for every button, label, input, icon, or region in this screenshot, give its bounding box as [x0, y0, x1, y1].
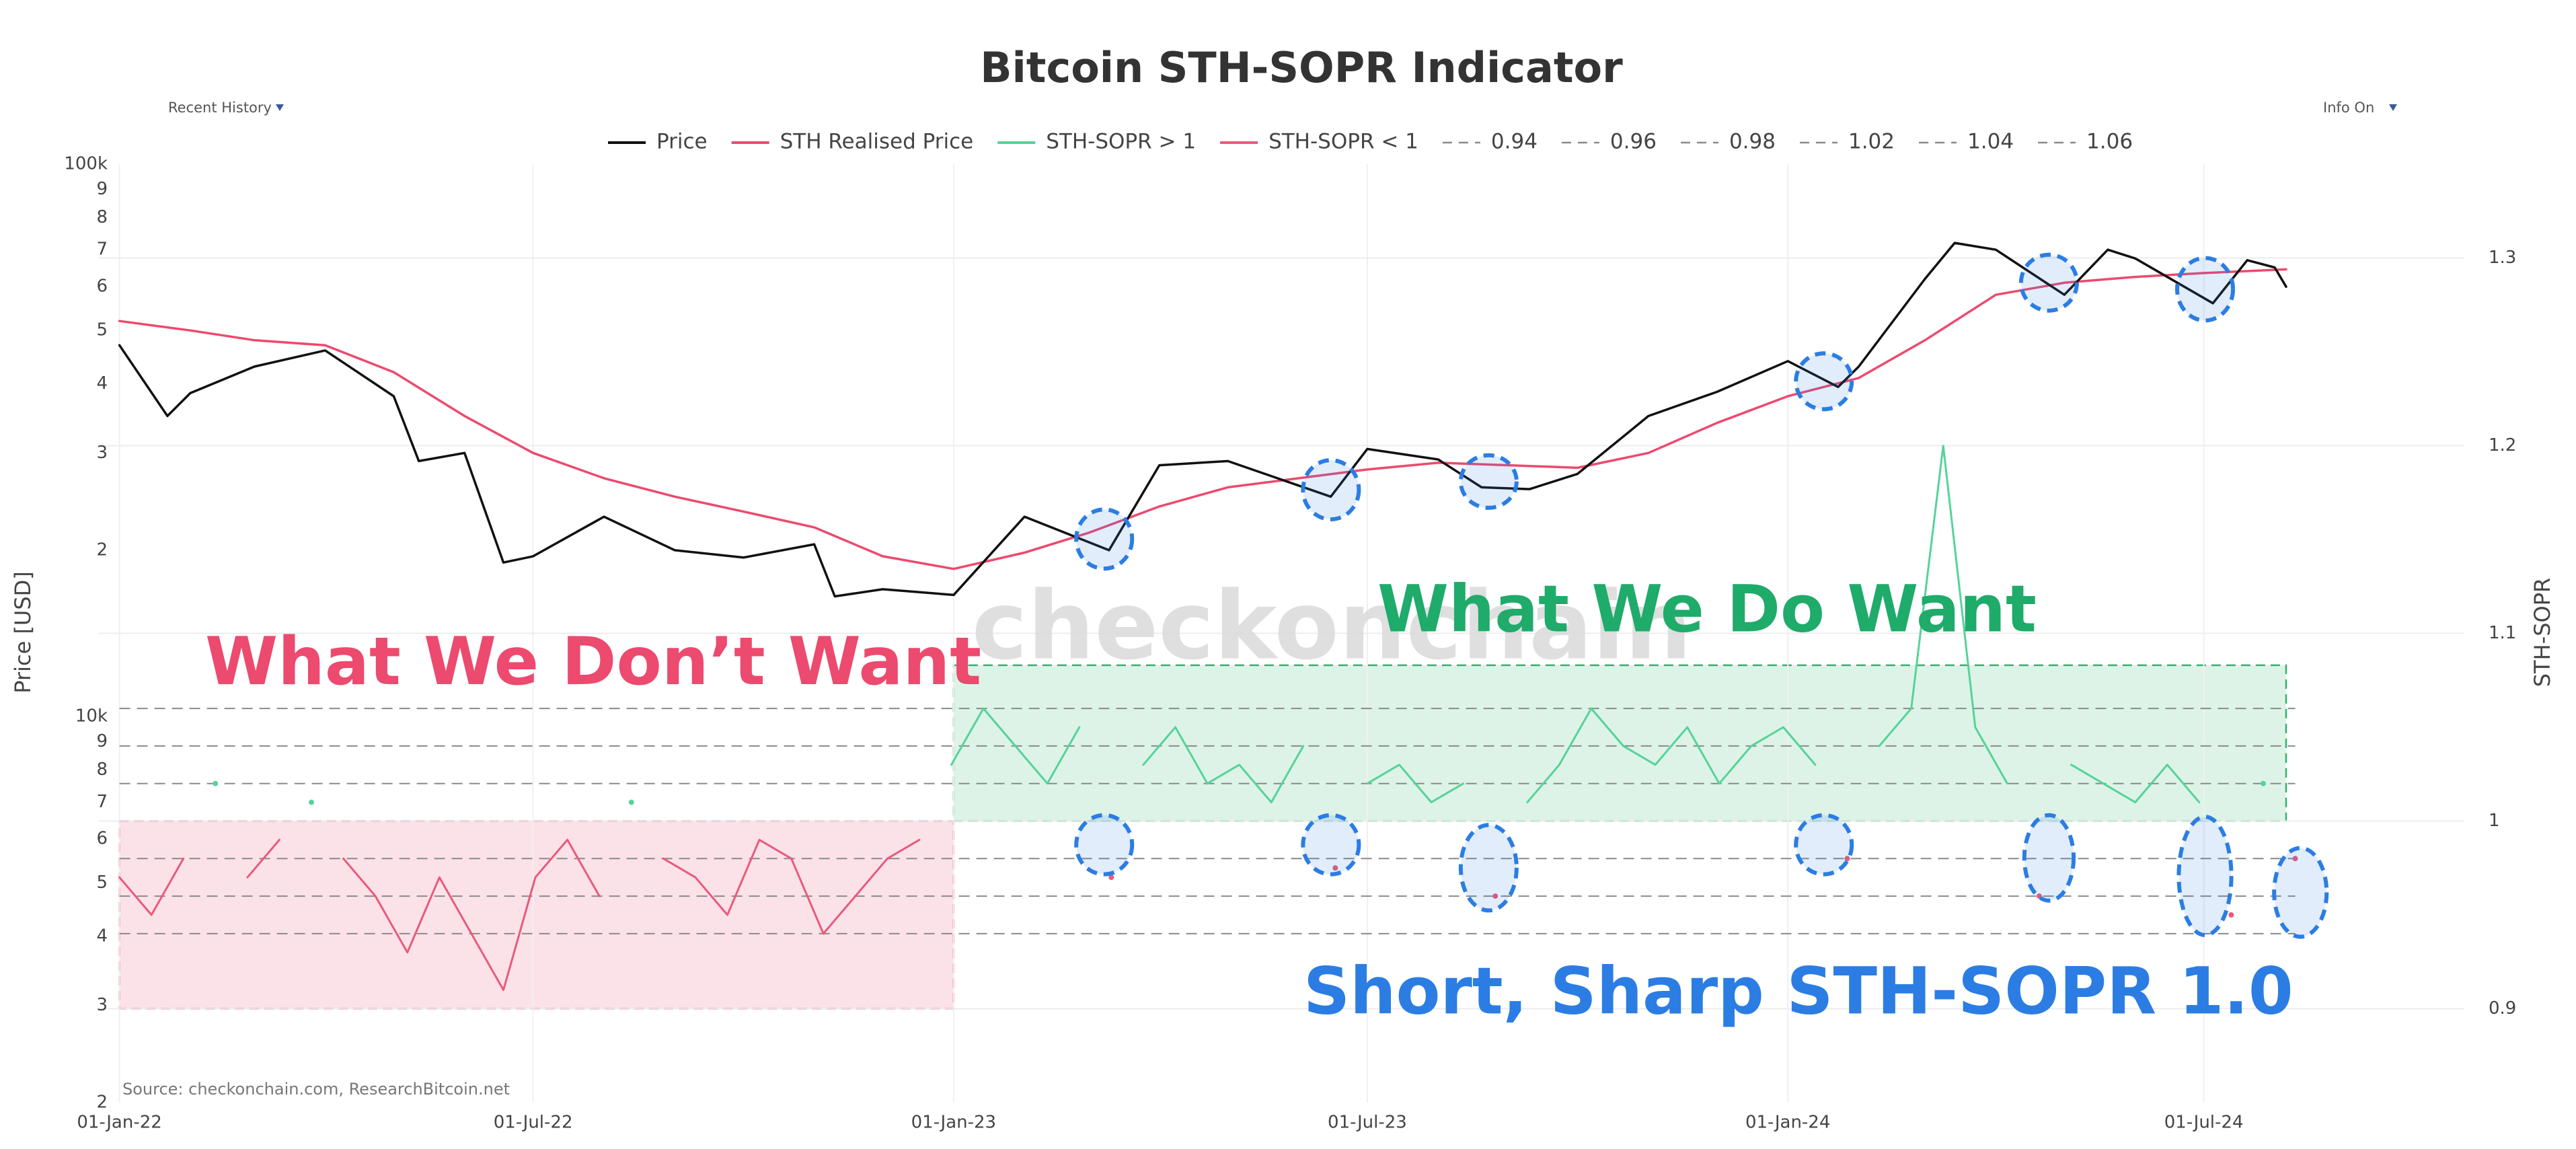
point — [1108, 875, 1114, 881]
highlight-ellipse — [1074, 507, 1135, 571]
x-tick-label: 01-Jul-23 — [1328, 1113, 1407, 1133]
legend-label: STH Realised Price — [780, 130, 974, 154]
y2-tick-label: 1.3 — [2489, 248, 2516, 268]
y-tick-label: 8 — [96, 759, 108, 780]
x-tick-label: 01-Jul-22 — [494, 1113, 573, 1133]
point — [2260, 780, 2266, 786]
highlight-ellipse — [1301, 813, 1361, 877]
x-tick-label: 01-Jul-24 — [2164, 1113, 2244, 1133]
source-note: Source: checkonchain.com, ResearchBitcoi… — [122, 1080, 510, 1099]
chart-title: Bitcoin STH-SOPR Indicator — [980, 43, 1623, 92]
annotation: What We Don’t Want — [205, 624, 981, 700]
y-tick-label: 8 — [96, 207, 108, 227]
point — [1332, 865, 1338, 871]
highlight-ellipse — [1301, 458, 1361, 521]
y-axis-label: Price [USD] — [10, 571, 36, 694]
control-label[interactable]: Info On — [2323, 100, 2374, 116]
point — [2228, 912, 2234, 918]
point — [1844, 856, 1850, 862]
y-tick-label: 9 — [96, 731, 108, 751]
legend-label: STH-SOPR < 1 — [1268, 130, 1418, 154]
legend-label: 1.02 — [1848, 130, 1895, 154]
y-tick-label: 100k — [64, 154, 108, 174]
y-tick-label: 4 — [96, 373, 108, 394]
highlight-ellipse — [1794, 351, 1854, 412]
point — [1492, 893, 1499, 899]
legend: Price STH Realised Price STH-SOPR > 1 STH-S… — [608, 130, 2133, 154]
highlight-ellipse — [1794, 813, 1854, 877]
plot-area: 01-Jan-22 01-Jul-22 01-Jan-23 01-Jul-23 01-J… — [64, 154, 2516, 1133]
y-tick-label: 7 — [96, 239, 108, 260]
highlight-ellipse — [2176, 815, 2234, 938]
point — [213, 780, 219, 786]
watermark: checkonchain — [972, 572, 1692, 681]
control-info[interactable]: Info On — [2323, 100, 2397, 116]
legend-label: 0.96 — [1610, 130, 1657, 154]
x-tick-label: 01-Jan-24 — [1745, 1113, 1830, 1133]
y-tick-label: 4 — [96, 926, 108, 946]
legend-label: 0.94 — [1491, 130, 1538, 154]
x-tick-label: 01-Jan-22 — [77, 1113, 161, 1133]
y2-tick-label: 1.1 — [2489, 623, 2516, 643]
y-tick-label: 2 — [96, 1092, 108, 1113]
y-tick-label: 2 — [96, 540, 108, 560]
y2-tick-label: 1.2 — [2489, 435, 2516, 455]
annotation: Short, Sharp STH-SOPR 1.0 — [1303, 953, 2294, 1029]
x-tick-label: 01-Jan-23 — [911, 1113, 996, 1133]
highlight-ellipse — [1074, 813, 1135, 877]
y-tick-label: 5 — [96, 873, 108, 893]
y-tick-label: 3 — [96, 995, 108, 1015]
series-line — [118, 268, 2287, 570]
highlight-ellipse — [1458, 453, 1519, 510]
highlight-ellipse — [1458, 823, 1519, 913]
legend-label: 1.06 — [2086, 130, 2133, 154]
y-tick-label: 7 — [96, 792, 108, 812]
legend-label: Price — [656, 130, 708, 154]
legend-label: 1.04 — [1967, 130, 2014, 154]
y2-tick-label: 0.9 — [2489, 998, 2516, 1018]
highlight-ellipse — [2022, 813, 2076, 903]
y-tick-label: 6 — [96, 276, 108, 297]
highlight-ellipse — [2272, 846, 2329, 939]
legend-label: STH-SOPR > 1 — [1046, 130, 1196, 154]
highlight-ellipse — [2018, 252, 2079, 313]
dropdown-arrow[interactable] — [276, 104, 284, 111]
dropdown-arrow[interactable] — [2389, 104, 2397, 111]
y2-axis-label: STH-SOPR — [2530, 578, 2555, 688]
control-label[interactable]: Recent History — [168, 100, 272, 116]
shaded-region — [118, 820, 955, 1010]
y-tick-label: 10k — [75, 706, 108, 727]
control-recent-history[interactable]: Recent History — [168, 100, 284, 116]
y-tick-label: 6 — [96, 829, 108, 849]
point — [309, 799, 315, 805]
series-line — [118, 242, 2287, 598]
point — [2292, 856, 2298, 862]
highlight-ellipse — [2174, 256, 2236, 323]
legend-label: 0.98 — [1729, 130, 1776, 154]
y2-tick-label: 1 — [2489, 811, 2500, 831]
y-tick-label: 5 — [96, 320, 108, 340]
point — [628, 799, 634, 805]
y-tick-label: 3 — [96, 443, 108, 463]
y-tick-label: 9 — [96, 179, 108, 199]
annotation: What We Do Want — [1377, 571, 2037, 646]
